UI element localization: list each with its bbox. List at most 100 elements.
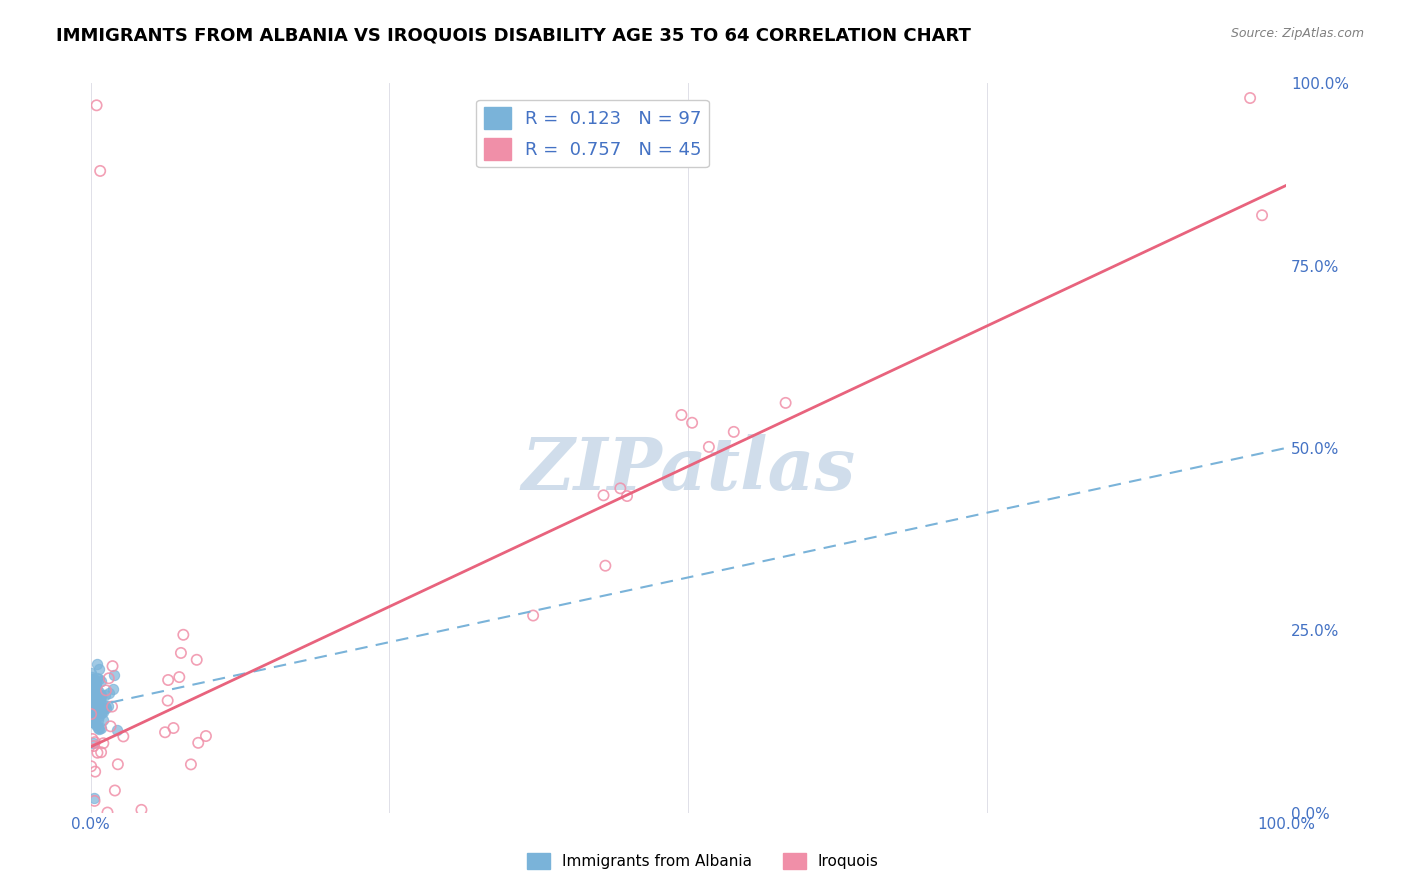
Point [86, 717, 108, 731]
Point [80, 690, 103, 705]
Point [94, 700, 117, 714]
Point [84, 690, 107, 705]
Point [153, 725, 176, 739]
Point [169, 670, 191, 684]
Point [595, 558, 617, 573]
Point [186, 653, 208, 667]
Point [82, 676, 104, 690]
Point [84, 700, 107, 714]
Point [97, 698, 120, 713]
Point [83, 681, 105, 695]
Point [84, 690, 107, 705]
Point [609, 481, 631, 495]
Point [90, 706, 112, 720]
Point [86, 721, 108, 735]
Point [723, 425, 745, 439]
Point [91, 705, 114, 719]
Point [82, 677, 104, 691]
Point [1251, 208, 1274, 222]
Point [80, 670, 103, 684]
Point [84, 675, 107, 690]
Point [80, 695, 103, 709]
Point [86, 671, 108, 685]
Point [82, 704, 104, 718]
Point [89, 723, 111, 737]
Point [83, 714, 105, 729]
Point [194, 729, 217, 743]
Point [84, 698, 107, 713]
Point [84, 698, 107, 713]
Point [82, 700, 104, 714]
Point [104, 783, 127, 797]
Point [89, 699, 111, 714]
Point [180, 757, 202, 772]
Point [131, 803, 153, 817]
Point [94, 683, 117, 698]
Point [80, 688, 103, 702]
Point [80, 704, 103, 718]
Point [80, 699, 103, 714]
Point [162, 721, 184, 735]
Point [172, 628, 194, 642]
Point [87, 708, 110, 723]
Point [82, 698, 104, 713]
Point [82, 731, 104, 746]
Point [87, 691, 110, 706]
Point [80, 680, 103, 694]
Point [82, 690, 104, 705]
Point [187, 736, 209, 750]
Point [157, 673, 180, 687]
Point [84, 692, 107, 706]
Point [84, 764, 107, 779]
Point [83, 735, 105, 749]
Point [91, 704, 114, 718]
Point [616, 489, 638, 503]
Point [83, 791, 105, 805]
Point [86, 657, 108, 672]
Point [80, 707, 103, 722]
Point [84, 706, 107, 721]
Point [775, 396, 797, 410]
Point [83, 690, 105, 705]
Point [101, 659, 124, 673]
Point [101, 699, 124, 714]
Point [80, 700, 103, 714]
Point [91, 700, 114, 714]
Point [93, 688, 115, 702]
Point [80, 698, 103, 712]
Point [86, 685, 108, 699]
Point [89, 672, 111, 686]
Point [87, 685, 110, 699]
Point [82, 696, 104, 710]
Point [83, 687, 105, 701]
Point [90, 721, 112, 735]
Point [80, 687, 103, 701]
Point [86, 690, 108, 705]
Point [101, 681, 124, 696]
Point [82, 712, 104, 726]
Point [86, 681, 108, 695]
Point [97, 671, 120, 685]
Point [90, 745, 112, 759]
Point [83, 794, 105, 808]
Point [681, 416, 703, 430]
Point [82, 700, 104, 714]
Point [80, 705, 103, 719]
Point [522, 608, 544, 623]
Point [90, 674, 112, 689]
Point [82, 713, 104, 727]
Point [82, 705, 104, 719]
Point [87, 714, 110, 728]
Point [82, 710, 104, 724]
Point [80, 698, 103, 713]
Point [83, 712, 105, 726]
Text: ZIPatlas: ZIPatlas [522, 434, 855, 506]
Point [93, 713, 115, 727]
Point [80, 691, 103, 706]
Point [170, 646, 193, 660]
Point [84, 715, 107, 730]
Point [82, 714, 104, 729]
Point [671, 408, 693, 422]
Point [82, 704, 104, 718]
Point [82, 696, 104, 710]
